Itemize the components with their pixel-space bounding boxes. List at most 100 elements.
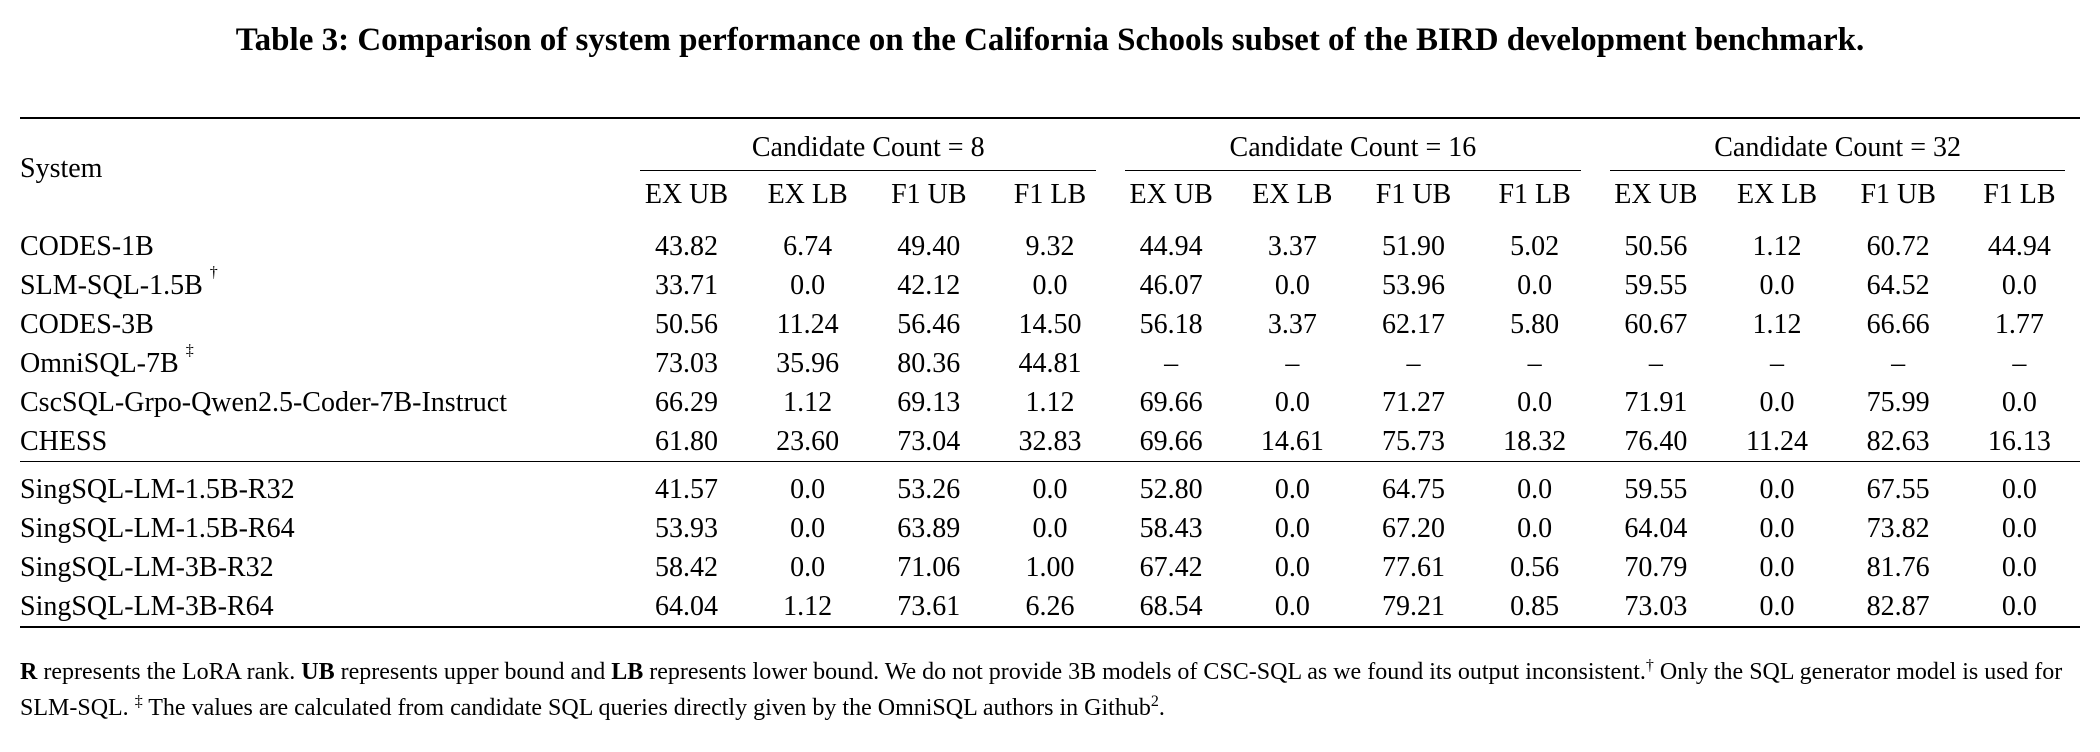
table-cell: 56.46 [897, 308, 961, 340]
table-cell: 81.76 [1866, 551, 1930, 583]
table-cell: 71.06 [897, 551, 961, 583]
table-cell: 0.0 [1517, 473, 1553, 505]
table-row: CODES-3B 50.56 11.24 56.46 14.50 56.18 3.37 62.… [20, 305, 2080, 344]
table-cell: 11.24 [1716, 422, 1838, 462]
table-row: SingSQL-LM-3B-R64 64.04 1.12 73.61 6.26 68.54… [20, 587, 2080, 628]
table-cell: 0.0 [1231, 587, 1353, 628]
table-cell: 82.87 [1837, 587, 1959, 628]
table-cell: 43.82 [654, 230, 718, 262]
metric-header: EX UB [644, 179, 729, 210]
table-cell: 69.66 [1110, 422, 1232, 462]
table-cell: 0.0 [1032, 512, 1068, 544]
table-cell: 67.55 [1866, 473, 1930, 505]
table-cell: 3.37 [1267, 308, 1317, 340]
table-cell: 75.73 [1352, 422, 1475, 462]
table-cell: 60.72 [1866, 230, 1930, 262]
table-cell: 53.93 [654, 512, 718, 544]
footnote-mark: ‡ [185, 341, 194, 359]
table-cell: 0.56 [1510, 551, 1560, 583]
table-cell: 0.0 [1517, 269, 1553, 301]
table-cell: – [1406, 347, 1421, 379]
table-cell: 0.0 [2001, 386, 2037, 418]
table-row: OmniSQL-7B ‡ 73.03 35.96 80.36 44.81 – – – – – – – – [20, 341, 2080, 383]
table-cell: – [2012, 347, 2027, 379]
table-cell: 69.66 [1139, 386, 1203, 418]
system-name: CHESS [20, 422, 626, 462]
footnote-mark: † [209, 263, 218, 281]
table-cell: 0.0 [1517, 386, 1553, 418]
table-cell: 64.04 [625, 587, 748, 628]
table-cell: – [1648, 347, 1663, 379]
table-cell: 53.26 [897, 473, 961, 505]
table-cell: 64.04 [1624, 512, 1688, 544]
table-cell: 1.12 [1025, 386, 1075, 418]
table-cell: 0.0 [1274, 551, 1310, 583]
table-cell: 0.0 [1274, 512, 1310, 544]
table-cell: 5.80 [1510, 308, 1560, 340]
metric-header: F1 LB [1498, 179, 1571, 210]
table-cell: 67.20 [1381, 512, 1445, 544]
table-row: CscSQL-Grpo-Qwen2.5-Coder-7B-Instruct 66.… [20, 383, 2080, 422]
table-cell: 70.79 [1624, 551, 1688, 583]
table-cell: 64.52 [1866, 269, 1930, 301]
table-cell: 0.85 [1474, 587, 1596, 628]
table-cell: 0.0 [790, 551, 826, 583]
table-cell: 0.0 [1759, 386, 1795, 418]
table-cell: 0.0 [1759, 512, 1795, 544]
table-row: SLM-SQL-1.5B † 33.71 0.0 42.12 0.0 46.07 0.0 53… [20, 263, 2080, 305]
system-name: SingSQL-LM-3B-R32 [20, 551, 274, 583]
system-name: SingSQL-LM-1.5B-R64 [20, 512, 295, 544]
table-cell: 0.0 [1274, 473, 1310, 505]
group-header-32: Candidate Count = 32 [1595, 118, 2080, 171]
table-cell: 1.12 [747, 587, 869, 628]
table-cell: 6.74 [783, 230, 833, 262]
table-row: SingSQL-LM-1.5B-R32 41.57 0.0 53.26 0.0 52.80… [20, 462, 2080, 510]
table-cell: 46.07 [1139, 269, 1203, 301]
metric-header-row: EX UB EX LB F1 UB F1 LB EX UB EX LB F1 UB F1 LB… [20, 171, 2080, 219]
table-cell: 77.61 [1381, 551, 1445, 583]
table-cell: 75.99 [1866, 386, 1930, 418]
table-cell: 50.56 [654, 308, 718, 340]
metric-header: F1 UB [891, 179, 967, 210]
metric-header: EX LB [1736, 179, 1818, 210]
table-caption: Table 3: Comparison of system performanc… [235, 22, 1865, 58]
table-cell: 5.02 [1510, 230, 1560, 262]
table-cell: 14.61 [1231, 422, 1353, 462]
table-cell: 56.18 [1139, 308, 1203, 340]
table-cell: 33.71 [654, 269, 718, 301]
table-cell: 0.0 [2001, 269, 2037, 301]
table-cell: 1.12 [1752, 230, 1802, 262]
system-name: SingSQL-LM-3B-R64 [20, 587, 626, 628]
group-header-16: Candidate Count = 16 [1111, 118, 1596, 171]
table-row: SingSQL-LM-1.5B-R64 53.93 0.0 63.89 0.0 58.43… [20, 509, 2080, 548]
table-cell: – [1285, 347, 1300, 379]
table-cell: 69.13 [897, 386, 961, 418]
table-cell: 71.27 [1381, 386, 1445, 418]
table-cell: 59.55 [1624, 473, 1688, 505]
table-cell: 6.26 [989, 587, 1111, 628]
table-cell: 44.94 [1139, 230, 1203, 262]
system-name: OmniSQL-7B ‡ [20, 341, 194, 379]
table-cell: 16.13 [1958, 422, 2080, 462]
metric-header: EX UB [1129, 179, 1213, 210]
table-cell: 63.89 [897, 512, 961, 544]
table-cell: 66.29 [654, 386, 718, 418]
table-cell: 0.0 [2001, 512, 2037, 544]
table-cell: 44.94 [1987, 230, 2051, 262]
table-cell: 58.42 [654, 551, 718, 583]
table-cell: 32.83 [989, 422, 1111, 462]
table-cell: 18.32 [1474, 422, 1596, 462]
table-cell: 0.0 [1274, 386, 1310, 418]
table-cell: 52.80 [1139, 473, 1203, 505]
system-name: CODES-1B [20, 230, 154, 262]
group-header-8: Candidate Count = 8 [626, 118, 1111, 171]
table-row: CHESS 61.80 23.60 73.04 32.83 69.66 14.61 75.73… [20, 422, 2080, 462]
table-cell: – [1164, 347, 1179, 379]
table-cell: 0.0 [790, 473, 826, 505]
table-row: CODES-1B 43.82 6.74 49.40 9.32 44.94 3.37 51.90… [20, 219, 2080, 266]
table-cell: 73.03 [1595, 587, 1717, 628]
metric-header: F1 LB [1983, 179, 2056, 210]
table-cell: 50.56 [1624, 230, 1688, 262]
table-cell: 73.03 [654, 347, 718, 379]
table-cell: 3.37 [1267, 230, 1317, 262]
